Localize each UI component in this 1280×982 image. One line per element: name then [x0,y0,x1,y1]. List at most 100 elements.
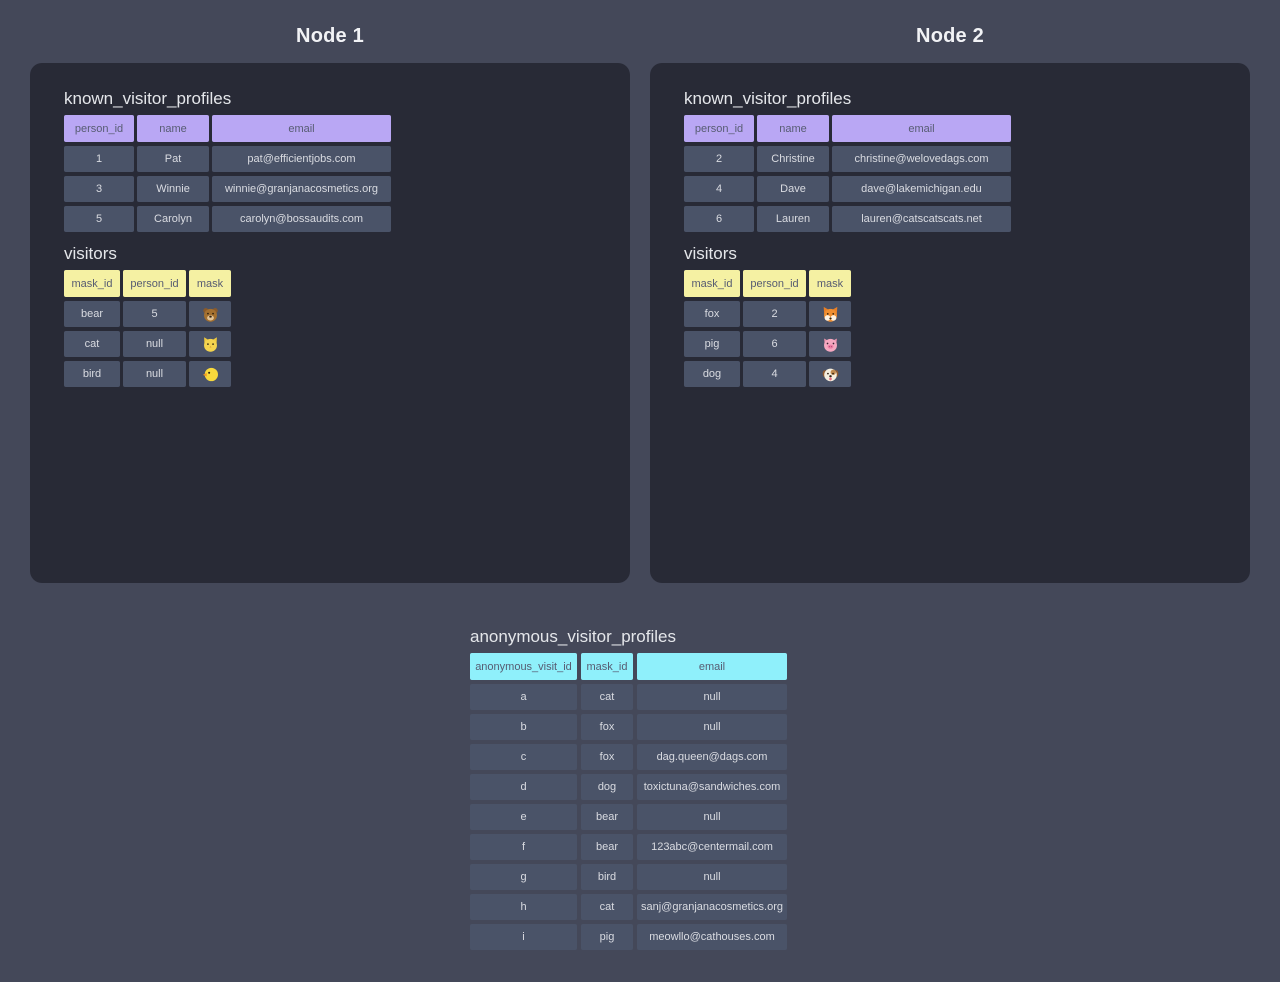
table-row: 4 Dave dave@lakemichigan.edu [684,176,1216,202]
table-header-row: mask_id person_id mask [64,270,596,297]
cell-mask_id: bird [581,864,633,890]
cell-email: dag.queen@dags.com [637,744,787,770]
cell-person_id: 1 [64,146,134,172]
cell-mask [189,301,231,327]
table-title-visitors: visitors [684,244,737,263]
table-row: bear 5 [64,301,596,327]
cell-anonymous_visit_id: g [470,864,577,890]
node-title-1: Node 1 [296,25,364,47]
cell-email: meowllo@cathouses.com [637,924,787,950]
column-header-mask_id: mask_id [64,270,120,297]
cell-person_id: 6 [743,331,806,357]
cell-email: christine@welovedags.com [832,146,1011,172]
cell-mask [809,331,851,357]
cell-mask_id: fox [581,744,633,770]
cell-person_id: 4 [684,176,754,202]
nodes-row: Node 1 known_visitor_profiles person_id nam… [30,0,1250,583]
cell-email: null [637,684,787,710]
dog-face-emoji-icon [822,366,839,383]
cell-person_id: 6 [684,206,754,232]
cell-person_id: 3 [64,176,134,202]
cell-mask_id: cat [581,894,633,920]
table-row: c fox dag.queen@dags.com [470,744,790,770]
table-row: h cat sanj@granjanacosmetics.org [470,894,790,920]
cell-anonymous_visit_id: d [470,774,577,800]
cell-mask_id: cat [581,684,633,710]
column-header-mask_id: mask_id [581,653,633,680]
cell-name: Dave [757,176,829,202]
cell-mask [809,301,851,327]
table-header-row: person_id name email [684,115,1216,142]
column-header-person_id: person_id [123,270,186,297]
table-known_visitor_profiles: known_visitor_profiles person_id name email… [64,89,596,232]
table-title-known_visitor_profiles: known_visitor_profiles [684,89,852,108]
table-row: 3 Winnie winnie@granjanacosmetics.org [64,176,596,202]
table-row: dog 4 [684,361,1216,387]
column-header-anonymous_visit_id: anonymous_visit_id [470,653,577,680]
fox-face-emoji-icon [822,306,839,323]
cell-email: pat@efficientjobs.com [212,146,391,172]
cell-anonymous_visit_id: f [470,834,577,860]
cell-mask_id: fox [581,714,633,740]
node-title-2: Node 2 [916,25,984,47]
cell-mask_id: fox [684,301,740,327]
table-header-row: anonymous_visit_id mask_id email [470,653,790,680]
cell-mask [189,331,231,357]
node-card-2: known_visitor_profiles person_id name email… [650,63,1250,583]
column-header-person_id: person_id [64,115,134,142]
cell-person_id: 5 [123,301,186,327]
cell-anonymous_visit_id: e [470,804,577,830]
cell-email: winnie@granjanacosmetics.org [212,176,391,202]
cell-email: null [637,864,787,890]
column-header-name: name [137,115,209,142]
cell-email: sanj@granjanacosmetics.org [637,894,787,920]
table-title-visitors: visitors [64,244,117,263]
cell-email: null [637,714,787,740]
node-card-1: known_visitor_profiles person_id name email… [30,63,630,583]
cell-mask_id: pig [684,331,740,357]
node-column-1: Node 1 known_visitor_profiles person_id nam… [30,0,630,583]
anonymous-table-section: anonymous_visitor_profiles anonymous_visi… [470,627,790,950]
cell-person_id: null [123,361,186,387]
column-header-email: email [212,115,391,142]
table-row: i pig meowllo@cathouses.com [470,924,790,950]
cell-anonymous_visit_id: a [470,684,577,710]
column-header-name: name [757,115,829,142]
table-title-anonymous_visitor_profiles: anonymous_visitor_profiles [470,627,676,646]
cell-mask_id: dog [684,361,740,387]
cell-person_id: null [123,331,186,357]
table-row: d dog toxictuna@sandwiches.com [470,774,790,800]
table-visitors: visitors mask_id person_id mask bear 5 cat null… [64,244,596,387]
cell-email: 123abc@centermail.com [637,834,787,860]
node-column-2: Node 2 known_visitor_profiles person_id nam… [650,0,1250,583]
table-row: pig 6 [684,331,1216,357]
cell-email: toxictuna@sandwiches.com [637,774,787,800]
table-row: 2 Christine christine@welovedags.com [684,146,1216,172]
cell-person_id: 2 [684,146,754,172]
table-title-known_visitor_profiles: known_visitor_profiles [64,89,232,108]
cell-mask_id: bear [581,834,633,860]
cell-email: dave@lakemichigan.edu [832,176,1011,202]
column-header-mask_id: mask_id [684,270,740,297]
cell-name: Christine [757,146,829,172]
table-row: cat null [64,331,596,357]
column-header-email: email [832,115,1011,142]
cell-person_id: 5 [64,206,134,232]
column-header-mask: mask [189,270,231,297]
baby-chick-emoji-icon [202,366,219,383]
table-row: a cat null [470,684,790,710]
cell-mask [809,361,851,387]
cat-face-emoji-icon [202,336,219,353]
cell-mask_id: dog [581,774,633,800]
table-row: b fox null [470,714,790,740]
table-row: bird null [64,361,596,387]
table-header-row: mask_id person_id mask [684,270,1216,297]
table-anonymous_visitor_profiles: anonymous_visitor_profiles anonymous_visi… [470,627,790,950]
cell-anonymous_visit_id: i [470,924,577,950]
cell-name: Lauren [757,206,829,232]
cell-email: lauren@catscatscats.net [832,206,1011,232]
table-row: fox 2 [684,301,1216,327]
table-row: f bear 123abc@centermail.com [470,834,790,860]
table-visitors: visitors mask_id person_id mask fox 2 pig 6 dog 4 [684,244,1216,387]
cell-mask_id: bear [64,301,120,327]
